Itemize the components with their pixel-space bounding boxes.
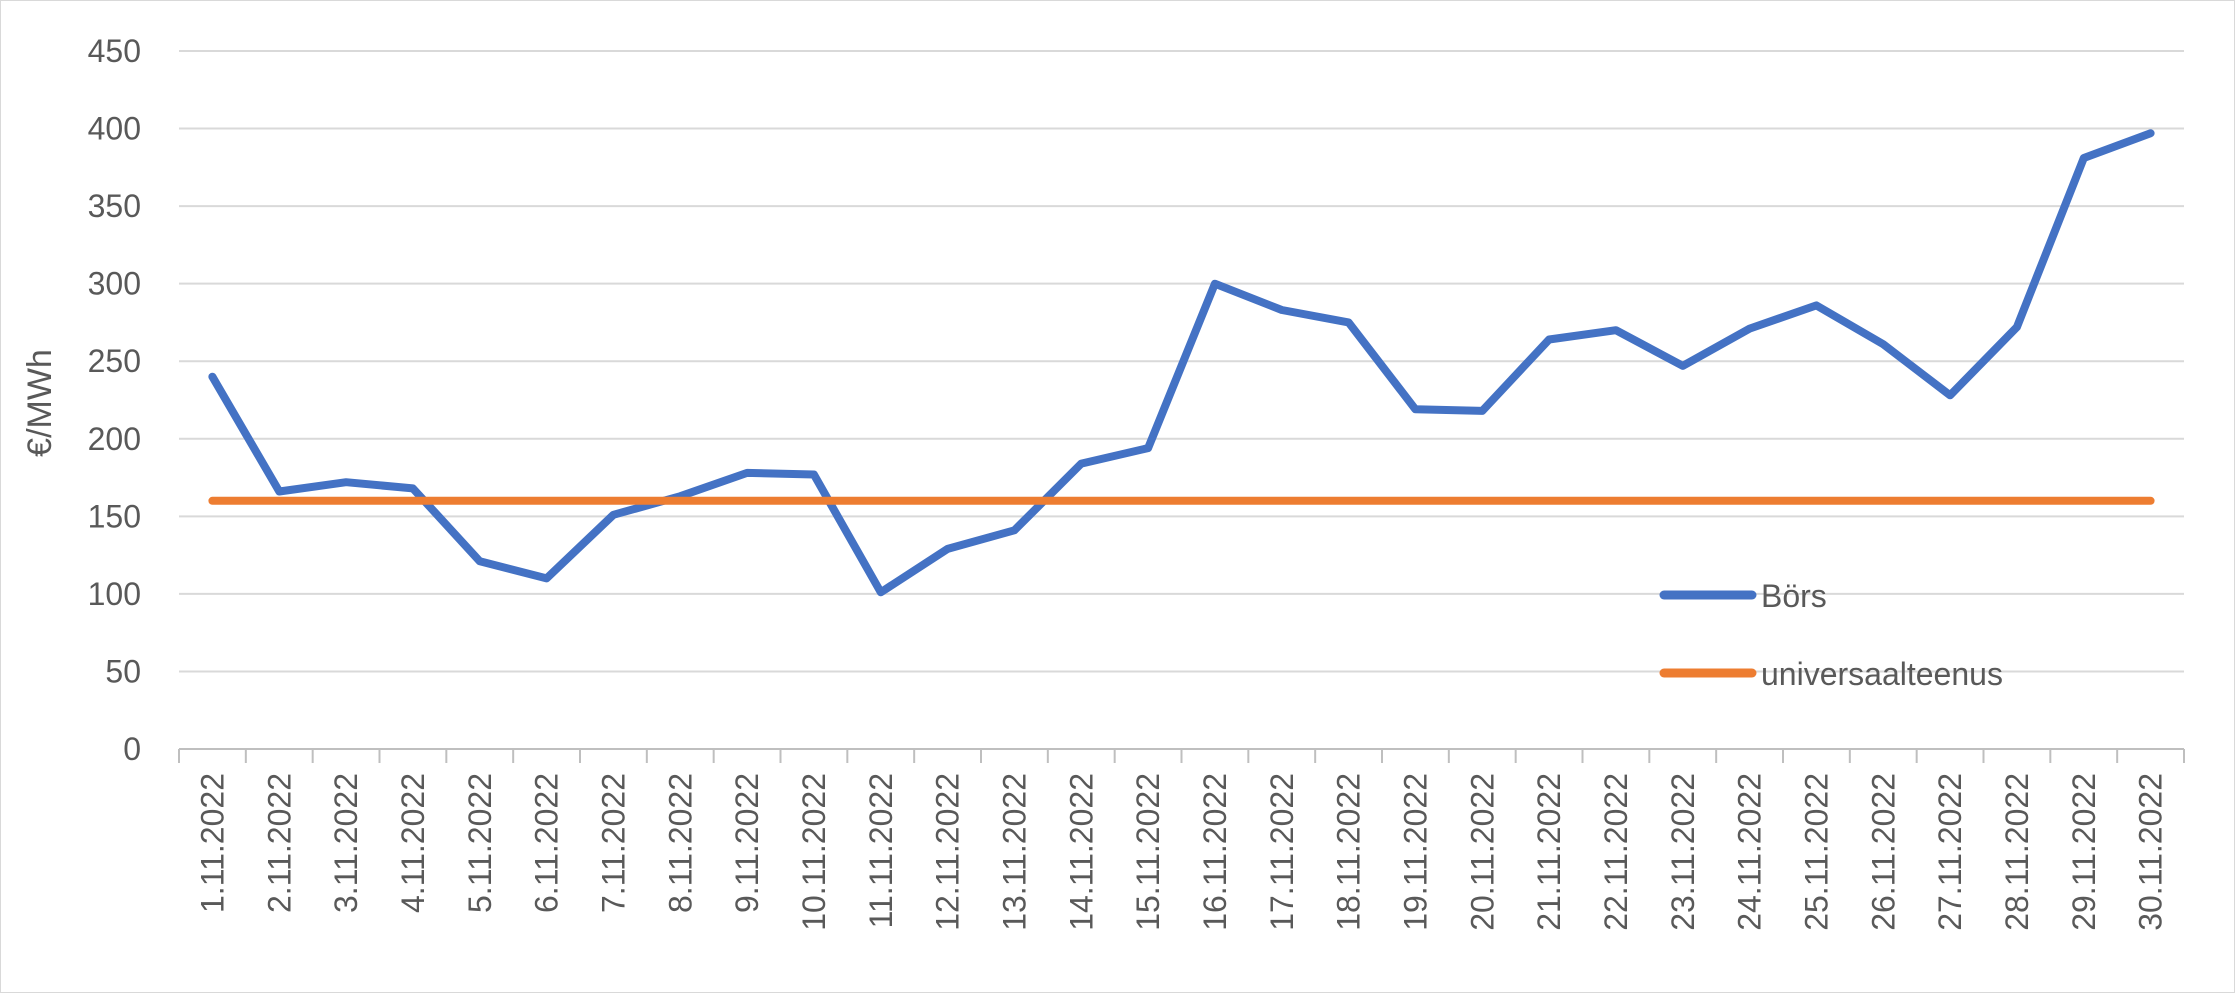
y-tick-label: 350 xyxy=(88,188,141,224)
legend-label-universaalteenus: universaalteenus xyxy=(1761,656,2003,692)
legend: Börs universaalteenus xyxy=(1659,578,2003,692)
x-tick-label: 6.11.2022 xyxy=(529,773,565,913)
x-tick-label: 2.11.2022 xyxy=(261,773,297,913)
x-tick-label: 18.11.2022 xyxy=(1331,773,1367,931)
x-tick-label: 5.11.2022 xyxy=(462,773,498,913)
x-tick-label: 9.11.2022 xyxy=(729,773,765,913)
y-tick-label: 450 xyxy=(88,33,141,69)
y-tick-label: 50 xyxy=(105,653,141,689)
series-lines xyxy=(208,129,2155,597)
x-tick-label: 25.11.2022 xyxy=(1798,773,1834,931)
x-tick-label: 27.11.2022 xyxy=(1932,773,1968,931)
x-tick-label: 1.11.2022 xyxy=(194,773,230,913)
x-axis xyxy=(178,748,2185,763)
x-tick-label: 30.11.2022 xyxy=(2133,773,2169,931)
x-tick-label: 22.11.2022 xyxy=(1598,773,1634,931)
y-axis-tick-labels: 0 50 100 150 200 250 300 350 400 450 xyxy=(88,33,141,767)
x-tick-label: 20.11.2022 xyxy=(1464,773,1500,931)
x-tick-label: 7.11.2022 xyxy=(595,773,631,913)
x-tick-label: 15.11.2022 xyxy=(1130,773,1166,931)
x-tick-label: 23.11.2022 xyxy=(1665,773,1701,931)
x-tick-label: 24.11.2022 xyxy=(1732,773,1768,931)
y-tick-label: 400 xyxy=(88,111,141,147)
series-line-b-rs xyxy=(208,129,2155,597)
y-tick-label: 150 xyxy=(88,498,141,534)
x-tick-label: 12.11.2022 xyxy=(930,773,966,931)
x-tick-label: 16.11.2022 xyxy=(1197,773,1233,931)
y-tick-label: 200 xyxy=(88,421,141,457)
y-tick-label: 250 xyxy=(88,343,141,379)
x-tick-label: 28.11.2022 xyxy=(1999,773,2035,931)
x-tick-label: 29.11.2022 xyxy=(2066,773,2102,931)
x-tick-label: 4.11.2022 xyxy=(395,773,431,913)
x-tick-label: 17.11.2022 xyxy=(1264,773,1300,931)
y-tick-label: 100 xyxy=(88,576,141,612)
y-tick-label: 300 xyxy=(88,266,141,302)
x-tick-label: 21.11.2022 xyxy=(1531,773,1567,931)
x-tick-label: 26.11.2022 xyxy=(1865,773,1901,931)
y-axis-title: €/MWh xyxy=(21,349,59,457)
legend-label-bors: Börs xyxy=(1761,578,1827,614)
x-tick-label: 11.11.2022 xyxy=(863,773,899,928)
y-tick-label: 0 xyxy=(123,731,141,767)
x-tick-label: 14.11.2022 xyxy=(1063,773,1099,931)
x-tick-label: 10.11.2022 xyxy=(796,773,832,931)
x-tick-label: 13.11.2022 xyxy=(996,773,1032,931)
x-tick-label: 3.11.2022 xyxy=(328,773,364,913)
x-tick-label: 8.11.2022 xyxy=(662,773,698,913)
x-tick-label: 19.11.2022 xyxy=(1397,773,1433,931)
x-axis-tick-labels: 1.11.2022 2.11.2022 3.11.2022 4.11.2022 5.11… xyxy=(194,773,2168,931)
